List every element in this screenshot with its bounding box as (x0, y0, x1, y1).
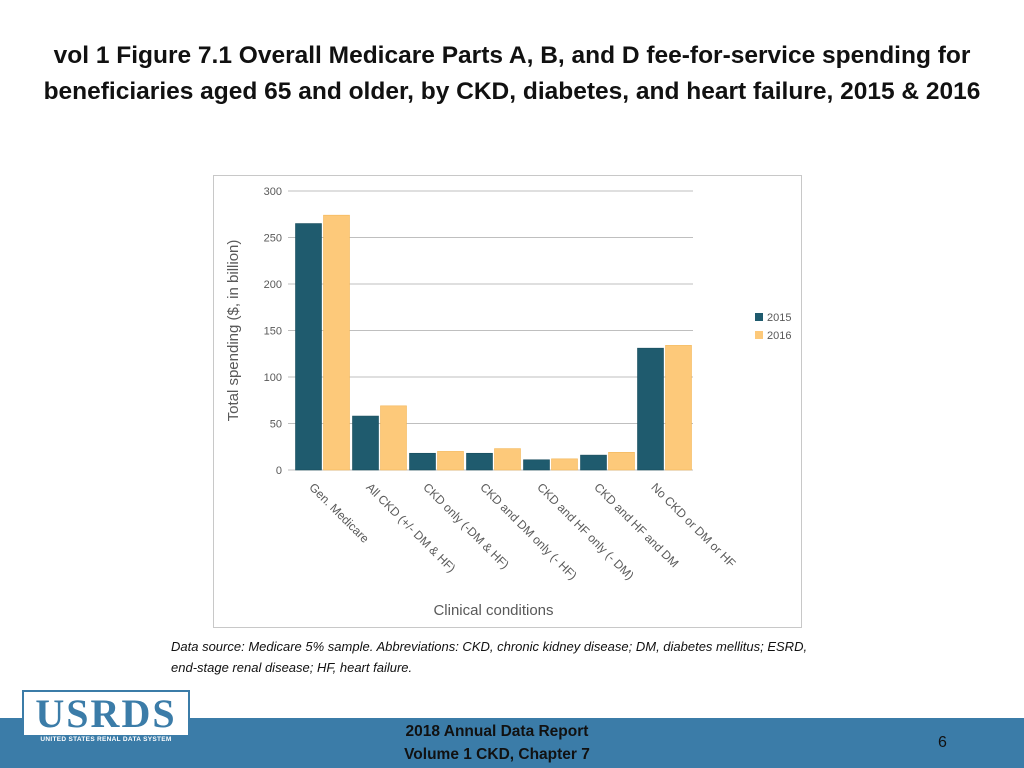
slide-title: vol 1 Figure 7.1 Overall Medicare Parts … (43, 42, 981, 105)
bar-2015 (580, 454, 607, 471)
y-tick-label: 50 (270, 419, 282, 431)
bar-2016 (437, 451, 464, 471)
bar-2016 (323, 214, 350, 471)
data-source-caption: Data source: Medicare 5% sample. Abbrevi… (171, 639, 808, 675)
bar-2015 (466, 452, 493, 471)
logo-subtitle: UNITED STATES RENAL DATA SYSTEM (24, 735, 188, 745)
bar-2016 (551, 458, 578, 471)
usrds-logo: USRDS UNITED STATES RENAL DATA SYSTEM (22, 690, 190, 746)
legend-label-2016: 2016 (767, 330, 791, 342)
bar-2016 (665, 345, 692, 471)
x-axis-title: Clinical conditions (433, 602, 553, 619)
bar-2016 (380, 405, 407, 471)
x-tick-label: CKD and DM only (- HF) (477, 480, 579, 582)
legend-label-2015: 2015 (767, 312, 791, 324)
y-tick-label: 100 (264, 372, 282, 384)
y-tick-label: 150 (264, 326, 282, 338)
y-tick-label: 300 (264, 186, 282, 198)
legend-swatch-2016 (755, 331, 763, 339)
bar-2015 (409, 452, 436, 471)
logo-wordmark: USRDS (35, 691, 177, 736)
footer-line-1: 2018 Annual Data Report (405, 723, 589, 740)
bar-2015 (523, 459, 550, 471)
bar-2015 (637, 347, 664, 471)
bar-2016 (494, 448, 521, 471)
chart-frame: 0 50 100 150 200 250 300 Gen. Medicare All CKD (… (213, 175, 802, 628)
y-axis-title: Total spending ($, in billion) (225, 240, 242, 422)
page-number: 6 (938, 734, 947, 751)
footer-report-title: 2018 Annual Data Report Volume 1 CKD, Ch… (370, 720, 624, 766)
x-tick-label: CKD and HF only (- DM) (534, 480, 636, 582)
legend-swatch-2015 (755, 313, 763, 321)
x-tick-label: Gen. Medicare (306, 480, 372, 546)
bar-2015 (295, 223, 322, 471)
y-tick-label: 250 (264, 233, 282, 245)
footer-line-2: Volume 1 CKD, Chapter 7 (404, 746, 590, 763)
bar-2015 (352, 415, 379, 471)
y-tick-label: 0 (276, 465, 282, 477)
bar-2016 (608, 452, 635, 471)
y-tick-label: 200 (264, 279, 282, 291)
